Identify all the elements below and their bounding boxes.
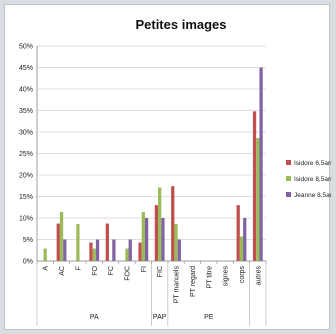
bar-fo-series-1 bbox=[89, 242, 93, 261]
chart: Petites images 0% 5% 10% 15% 20% 25% 30% 35% 40%… bbox=[19, 17, 331, 326]
bar-f-series-2 bbox=[76, 224, 80, 261]
y-tick-label: 20% bbox=[19, 173, 33, 180]
bar-ac-series-3 bbox=[63, 239, 67, 261]
legend-swatch bbox=[286, 176, 291, 181]
x-tick-label: FI bbox=[141, 266, 148, 272]
x-tick-label: PT manuels bbox=[174, 266, 181, 304]
group-label: PAP bbox=[153, 314, 167, 321]
y-tick-label: 35% bbox=[19, 108, 33, 115]
y-tick-label: 40% bbox=[19, 87, 33, 94]
chart-title: Petites images bbox=[135, 17, 226, 32]
x-tick-label: AC bbox=[59, 266, 66, 276]
bar-corps-series-1 bbox=[236, 205, 240, 261]
bar-foc-series-3 bbox=[128, 239, 132, 261]
group-label: PA bbox=[90, 314, 99, 321]
x-tick-label: signes bbox=[223, 266, 230, 287]
bar-fc-series-1 bbox=[105, 223, 109, 261]
legend-swatch bbox=[286, 192, 291, 197]
x-tick-label: corps bbox=[239, 266, 246, 284]
grid-layer bbox=[37, 45, 266, 262]
bar-corps-series-2 bbox=[239, 236, 244, 261]
bar-corps-series-3 bbox=[243, 218, 247, 261]
y-tick-label: 5% bbox=[23, 237, 33, 244]
bar-fo-series-2 bbox=[92, 248, 96, 261]
group-label: PE bbox=[204, 314, 214, 321]
x-tick-label: PT regard bbox=[190, 266, 197, 297]
chart-frame: Petites images 0% 5% 10% 15% 20% 25% 30% 35% 40%… bbox=[4, 4, 331, 330]
y-tick-label: 10% bbox=[19, 216, 33, 223]
bar-fo-series-3 bbox=[95, 239, 100, 261]
bar-fic-series-3 bbox=[161, 218, 165, 261]
axis-layer: 0% 5% 10% 15% 20% 25% 30% 35% 40% 45% 50% A AC F FO FC F… bbox=[19, 44, 267, 326]
bar-pt-manuels-series-1 bbox=[171, 186, 175, 261]
bar-autres-series-3 bbox=[259, 67, 263, 261]
y-tick-label: 15% bbox=[19, 194, 33, 201]
bar-ac-series-2 bbox=[59, 211, 64, 261]
legend: Isidore 6,5ans Isidore 8,5ans Jeanne 8,5an… bbox=[286, 160, 331, 199]
legend-label: Jeanne 8,5ans bbox=[294, 192, 331, 199]
x-tick-label: FC bbox=[108, 266, 115, 275]
bar-pt-manuels-series-3 bbox=[177, 239, 181, 261]
x-tick-label: FO bbox=[92, 265, 99, 275]
x-tick-label: A bbox=[43, 266, 50, 271]
bar-pt-manuels-series-2 bbox=[174, 224, 178, 261]
x-tick-label: PT titre bbox=[206, 266, 213, 289]
legend-swatch bbox=[286, 160, 291, 165]
bar-a-series-2 bbox=[43, 248, 47, 261]
legend-label: Isidore 6,5ans bbox=[294, 160, 331, 167]
x-tick-label: FIC bbox=[157, 266, 164, 277]
bar-fic-series-1 bbox=[154, 205, 159, 261]
y-tick-label: 45% bbox=[19, 65, 33, 72]
bar-autres-series-1 bbox=[252, 111, 257, 261]
legend-label: Isidore 8,5ans bbox=[294, 176, 331, 183]
y-tick-label: 50% bbox=[19, 44, 33, 51]
y-tick-label: 25% bbox=[19, 151, 33, 158]
bar-fc-series-3 bbox=[112, 239, 116, 261]
bar-fi-series-3 bbox=[144, 218, 149, 261]
y-tick-label: 30% bbox=[19, 130, 33, 137]
bar-fic-series-2 bbox=[158, 187, 162, 261]
bar-layer bbox=[43, 67, 263, 261]
bar-foc-series-2 bbox=[125, 248, 129, 261]
bar-fi-series-1 bbox=[138, 242, 142, 261]
bar-ac-series-1 bbox=[56, 223, 60, 261]
bar-fi-series-2 bbox=[141, 211, 145, 261]
bar-autres-series-2 bbox=[256, 138, 260, 261]
x-tick-label: FOC bbox=[124, 266, 131, 281]
x-tick-label: autres bbox=[255, 266, 262, 286]
y-tick-label: 0% bbox=[23, 259, 33, 266]
x-tick-label: F bbox=[75, 266, 82, 270]
